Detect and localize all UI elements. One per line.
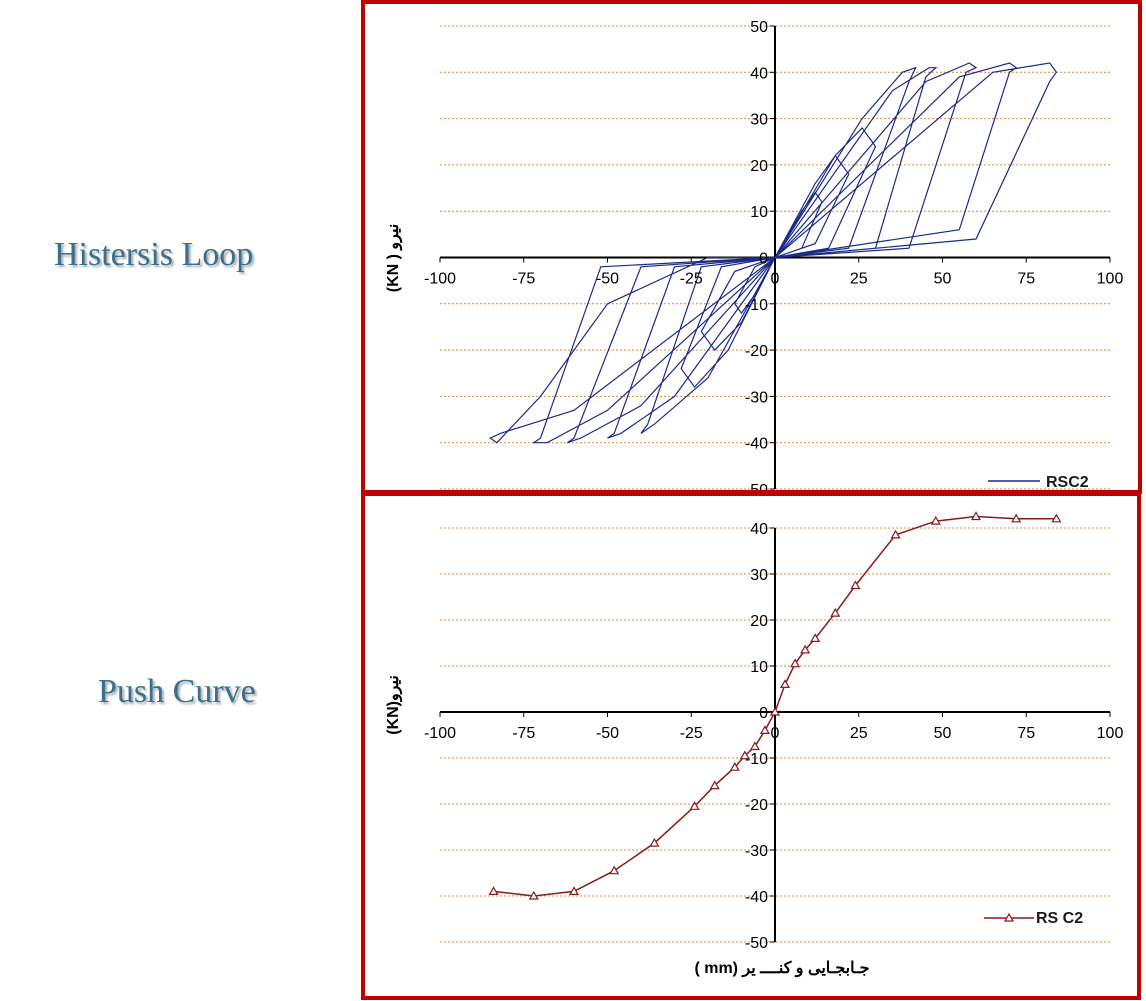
y-tick-label: -50 <box>745 935 768 952</box>
hysteresis-y-axis-label: (KN ) نیرو <box>385 224 403 293</box>
push-legend-marker <box>1003 912 1015 922</box>
x-tick-label: 25 <box>850 725 868 742</box>
x-tick-label: -25 <box>680 725 703 742</box>
x-tick-label: 0 <box>771 725 780 742</box>
x-tick-label: 100 <box>1097 725 1124 742</box>
x-tick-label: 0 <box>771 271 780 288</box>
y-tick-label: 40 <box>750 65 768 82</box>
y-tick-label: -20 <box>745 343 768 360</box>
x-tick-label: -75 <box>512 271 535 288</box>
x-tick-label: -50 <box>596 271 619 288</box>
data-point-marker <box>850 580 861 590</box>
data-point-marker <box>780 679 791 689</box>
push-y-axis-label: (KN)نیرو <box>385 675 403 735</box>
data-point-marker <box>810 633 821 643</box>
y-tick-label: 10 <box>750 204 768 221</box>
x-tick-label: -75 <box>512 725 535 742</box>
y-tick-label: 50 <box>750 19 768 36</box>
data-point-marker <box>1011 513 1022 523</box>
data-point-marker <box>790 658 801 668</box>
data-point-marker <box>729 761 740 771</box>
x-tick-label: -100 <box>424 271 456 288</box>
data-point-marker <box>609 865 620 875</box>
y-tick-label: 0 <box>759 705 768 722</box>
data-point-marker <box>830 607 841 617</box>
data-point-marker <box>649 837 660 847</box>
data-point-marker <box>488 886 499 896</box>
y-tick-label: 20 <box>750 613 768 630</box>
y-tick-label: -40 <box>745 436 768 453</box>
data-point-marker <box>769 706 781 716</box>
x-tick-label: 25 <box>850 271 868 288</box>
y-tick-label: -40 <box>745 889 768 906</box>
x-tick-label: 50 <box>934 725 952 742</box>
y-tick-label: -30 <box>745 389 768 406</box>
hysteresis-legend-label: RSC2 <box>1046 474 1089 491</box>
x-tick-label: 75 <box>1017 725 1035 742</box>
data-point-marker <box>749 741 760 751</box>
data-point-marker <box>800 644 811 654</box>
data-point-marker <box>709 780 720 790</box>
y-tick-label: -10 <box>745 751 768 768</box>
x-tick-label: -25 <box>680 271 703 288</box>
hysteresis-series-line <box>489 62 1058 444</box>
y-tick-label: 30 <box>750 567 768 584</box>
y-tick-label: 20 <box>750 158 768 175</box>
hysteresis-side-label: Histersis Loop <box>54 236 254 273</box>
data-point-marker <box>930 515 941 525</box>
x-tick-label: 100 <box>1097 271 1124 288</box>
push-markers <box>488 511 1062 900</box>
y-tick-label: 10 <box>750 659 768 676</box>
x-tick-label: -100 <box>424 725 456 742</box>
push-legend-label: RS C2 <box>1036 910 1083 927</box>
y-tick-label: -20 <box>745 797 768 814</box>
y-tick-label: 0 <box>759 251 768 268</box>
data-point-marker <box>689 801 700 810</box>
data-point-marker <box>759 725 770 735</box>
y-tick-label: 30 <box>750 112 768 129</box>
push-side-label: Push Curve <box>98 673 256 710</box>
push-x-axis-label: ( mm) جـابجـایی و کنــــ یر <box>694 960 869 978</box>
x-tick-label: 50 <box>934 271 952 288</box>
push-frame <box>361 492 1141 1000</box>
y-tick-label: -10 <box>745 297 768 314</box>
data-point-marker <box>528 890 539 900</box>
y-tick-label: 40 <box>750 521 768 538</box>
x-tick-label: -50 <box>596 725 619 742</box>
data-point-marker <box>890 529 901 539</box>
data-point-marker <box>1051 513 1062 523</box>
y-tick-label: -30 <box>745 843 768 860</box>
x-tick-label: 75 <box>1017 271 1035 288</box>
data-point-marker <box>568 886 580 896</box>
data-point-marker <box>970 511 982 521</box>
data-point-marker <box>739 750 750 760</box>
